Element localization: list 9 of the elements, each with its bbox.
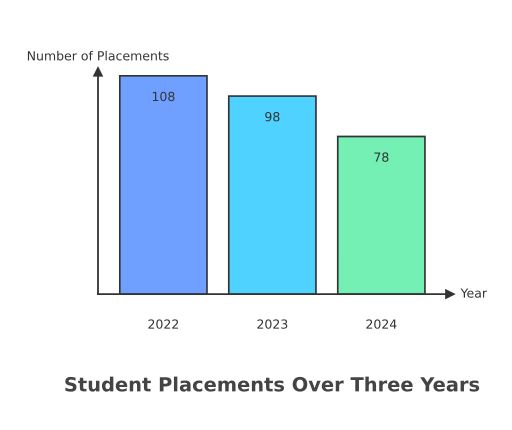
x-tick-label: 2023 <box>257 319 288 329</box>
x-tick-label: 2024 <box>366 319 397 329</box>
y-axis-title: Number of Placements <box>28 50 169 60</box>
data-label: 78 <box>374 152 388 162</box>
data-label: 98 <box>265 112 280 122</box>
data-label: 108 <box>152 92 174 102</box>
x-tick-label: 2022 <box>148 319 178 329</box>
text: Student Placements Over Three Years <box>65 376 480 392</box>
x-axis-title: Year <box>460 288 488 298</box>
